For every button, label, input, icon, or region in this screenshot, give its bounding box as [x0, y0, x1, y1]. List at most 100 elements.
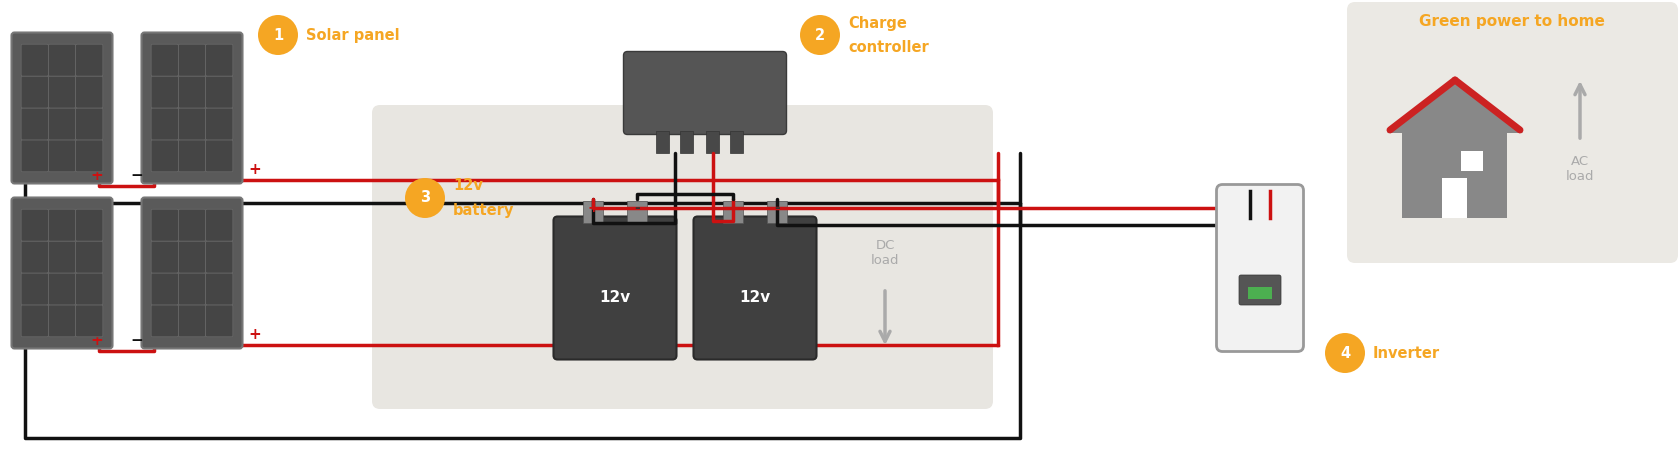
FancyBboxPatch shape	[22, 241, 49, 273]
FancyBboxPatch shape	[178, 140, 205, 172]
Text: Charge: Charge	[847, 15, 906, 31]
FancyBboxPatch shape	[694, 217, 816, 359]
FancyBboxPatch shape	[178, 273, 205, 305]
FancyBboxPatch shape	[22, 305, 49, 337]
FancyBboxPatch shape	[49, 273, 76, 305]
Circle shape	[257, 15, 297, 55]
FancyBboxPatch shape	[49, 241, 76, 273]
Text: −: −	[131, 168, 143, 183]
FancyBboxPatch shape	[1216, 184, 1302, 351]
Text: -: -	[633, 200, 640, 214]
Circle shape	[1324, 333, 1364, 373]
FancyBboxPatch shape	[49, 76, 76, 108]
FancyBboxPatch shape	[151, 305, 178, 337]
Polygon shape	[1386, 78, 1522, 133]
FancyBboxPatch shape	[178, 44, 205, 76]
FancyBboxPatch shape	[151, 241, 178, 273]
FancyBboxPatch shape	[205, 273, 234, 305]
Text: Solar panel: Solar panel	[306, 27, 400, 43]
FancyBboxPatch shape	[76, 108, 102, 140]
FancyBboxPatch shape	[205, 44, 234, 76]
FancyBboxPatch shape	[205, 140, 234, 172]
FancyBboxPatch shape	[22, 209, 49, 241]
FancyBboxPatch shape	[205, 241, 234, 273]
FancyBboxPatch shape	[205, 76, 234, 108]
FancyBboxPatch shape	[151, 76, 178, 108]
Text: 12v: 12v	[600, 290, 630, 306]
Text: +: +	[727, 200, 739, 214]
Circle shape	[800, 15, 840, 55]
FancyBboxPatch shape	[49, 209, 76, 241]
Text: 4: 4	[1339, 345, 1349, 361]
Circle shape	[405, 178, 445, 218]
FancyBboxPatch shape	[623, 51, 786, 134]
FancyBboxPatch shape	[49, 140, 76, 172]
FancyBboxPatch shape	[553, 217, 675, 359]
Text: +: +	[91, 168, 102, 183]
Bar	[627, 200, 647, 223]
FancyBboxPatch shape	[12, 198, 113, 349]
FancyBboxPatch shape	[205, 305, 234, 337]
Text: +: +	[91, 333, 102, 348]
FancyBboxPatch shape	[151, 209, 178, 241]
FancyBboxPatch shape	[151, 108, 178, 140]
FancyBboxPatch shape	[22, 140, 49, 172]
Bar	[731, 131, 743, 152]
Bar	[657, 131, 669, 152]
Bar	[722, 200, 743, 223]
FancyBboxPatch shape	[49, 44, 76, 76]
FancyBboxPatch shape	[1238, 275, 1280, 305]
Text: 12v: 12v	[452, 179, 482, 194]
FancyBboxPatch shape	[178, 241, 205, 273]
FancyBboxPatch shape	[1346, 2, 1677, 263]
FancyBboxPatch shape	[178, 108, 205, 140]
FancyBboxPatch shape	[205, 209, 234, 241]
FancyBboxPatch shape	[22, 108, 49, 140]
FancyBboxPatch shape	[76, 140, 102, 172]
FancyBboxPatch shape	[76, 209, 102, 241]
FancyBboxPatch shape	[178, 76, 205, 108]
Text: +: +	[249, 327, 260, 342]
Bar	[706, 131, 719, 152]
Bar	[1247, 287, 1272, 299]
FancyBboxPatch shape	[151, 273, 178, 305]
FancyBboxPatch shape	[22, 273, 49, 305]
FancyBboxPatch shape	[141, 32, 242, 183]
Text: 3: 3	[420, 190, 430, 206]
FancyBboxPatch shape	[76, 44, 102, 76]
Bar	[680, 131, 694, 152]
FancyBboxPatch shape	[151, 44, 178, 76]
FancyBboxPatch shape	[371, 105, 993, 409]
Text: +: +	[586, 200, 598, 214]
FancyBboxPatch shape	[12, 32, 113, 183]
FancyBboxPatch shape	[49, 305, 76, 337]
Text: DC
load: DC load	[870, 239, 899, 267]
FancyBboxPatch shape	[76, 273, 102, 305]
FancyBboxPatch shape	[178, 305, 205, 337]
FancyBboxPatch shape	[76, 241, 102, 273]
FancyBboxPatch shape	[49, 108, 76, 140]
Bar	[583, 200, 603, 223]
FancyBboxPatch shape	[76, 76, 102, 108]
Text: battery: battery	[452, 202, 514, 218]
Text: 1: 1	[272, 27, 282, 43]
Text: 2: 2	[815, 27, 825, 43]
Text: -: -	[774, 200, 780, 214]
Bar	[1460, 151, 1482, 171]
Text: +: +	[249, 162, 260, 177]
FancyBboxPatch shape	[76, 305, 102, 337]
Text: −: −	[131, 333, 143, 348]
Text: 12v: 12v	[739, 290, 769, 306]
Text: controller: controller	[847, 39, 927, 55]
FancyBboxPatch shape	[22, 76, 49, 108]
FancyBboxPatch shape	[22, 44, 49, 76]
Text: Green power to home: Green power to home	[1418, 13, 1604, 29]
Bar	[766, 200, 786, 223]
FancyBboxPatch shape	[178, 209, 205, 241]
Text: Inverter: Inverter	[1373, 345, 1440, 361]
Text: AC
load: AC load	[1564, 155, 1593, 183]
Bar	[1441, 178, 1467, 218]
FancyBboxPatch shape	[151, 140, 178, 172]
FancyBboxPatch shape	[205, 108, 234, 140]
FancyBboxPatch shape	[141, 198, 242, 349]
